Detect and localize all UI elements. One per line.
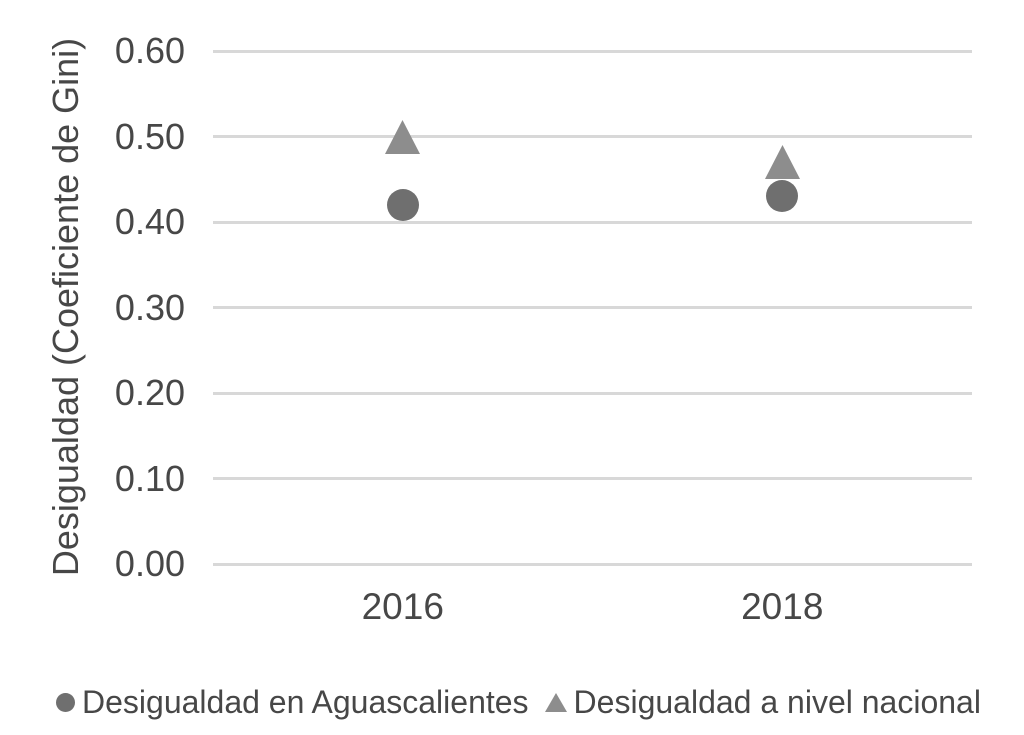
triangle-marker-icon [544, 693, 567, 712]
x-tick-label-2016: 2016 [361, 586, 444, 627]
legend: Desigualdad en Aguascalientes Desigualdad… [56, 684, 981, 721]
data-point-triangle-2016 [385, 119, 421, 154]
gridline-0.50 [213, 135, 972, 138]
legend-item-nacional: Desigualdad a nivel nacional [544, 684, 981, 721]
y-tick-label-0.00: 0.00 [114, 543, 185, 584]
y-tick-label-0.60: 0.60 [114, 30, 185, 71]
data-point-circle-2016 [386, 188, 419, 221]
y-tick-label-0.20: 0.20 [114, 372, 185, 413]
x-tick-label-2018: 2018 [741, 586, 824, 627]
legend-label: Desigualdad en Aguascalientes [82, 684, 529, 720]
y-tick-label-0.40: 0.40 [114, 201, 185, 242]
circle-marker-icon [56, 693, 75, 712]
gridline-0.10 [213, 477, 972, 480]
legend-label: Desigualdad a nivel nacional [573, 684, 981, 720]
data-point-circle-2018 [766, 180, 799, 213]
y-tick-label-0.30: 0.30 [114, 286, 185, 328]
data-point-triangle-2018 [764, 145, 800, 180]
gridline-0.30 [213, 306, 972, 309]
gridline-0.00 [213, 562, 972, 566]
gridline-0.40 [213, 220, 972, 224]
gridline-0.20 [213, 391, 972, 395]
gridline-0.60 [213, 49, 972, 53]
y-tick-label-0.10: 0.10 [114, 457, 185, 499]
y-tick-label-0.50: 0.50 [114, 115, 185, 157]
legend-item-aguascalientes: Desigualdad en Aguascalientes [56, 684, 529, 721]
